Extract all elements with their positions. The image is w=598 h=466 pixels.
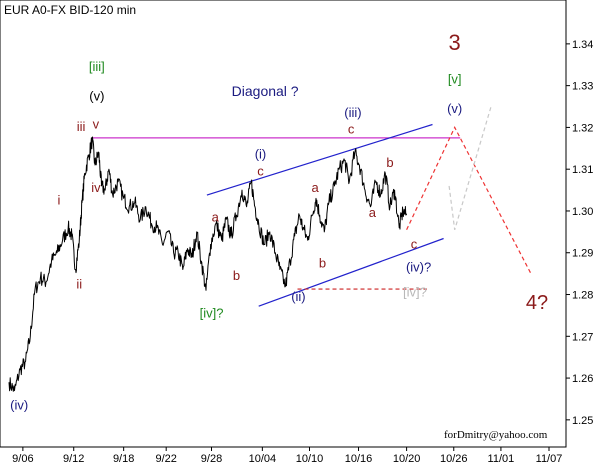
wave-label: a bbox=[369, 205, 377, 220]
y-tick-label: 1.32 bbox=[572, 122, 593, 134]
wave-label: b bbox=[319, 255, 326, 270]
wave-label: c bbox=[411, 237, 418, 252]
wave-label: a bbox=[212, 209, 220, 224]
wave-label: iv bbox=[91, 180, 101, 195]
y-tick-label: 1.28 bbox=[572, 290, 593, 302]
y-tick-label: 1.26 bbox=[572, 373, 593, 385]
wave-label: [iii] bbox=[89, 59, 105, 74]
trend-line bbox=[206, 123, 433, 196]
y-tick-label: 1.34 bbox=[572, 39, 593, 51]
x-tick-label: 11/01 bbox=[488, 453, 515, 465]
x-tick-label: 9/12 bbox=[63, 453, 84, 465]
wave-label: ii bbox=[76, 276, 82, 291]
wave-label: (v) bbox=[447, 101, 462, 116]
wave-label: c bbox=[257, 163, 264, 178]
y-tick-label: 1.33 bbox=[572, 81, 593, 93]
projection-line bbox=[406, 126, 532, 274]
wave-label: (ii) bbox=[291, 289, 305, 304]
wave-labels: (iv)iii[iii](v)iii vivab[iv]?(i)cDiagonal… bbox=[10, 30, 548, 412]
wave-label: a bbox=[311, 180, 319, 195]
x-tick-label: 9/06 bbox=[12, 453, 33, 465]
wave-label: iii bbox=[77, 119, 86, 134]
wave-label: Diagonal ? bbox=[232, 83, 299, 99]
wave-label: b bbox=[386, 155, 393, 170]
y-tick-label: 1.25 bbox=[572, 415, 593, 427]
wave-label: c bbox=[348, 122, 355, 137]
wave-label: (v) bbox=[89, 88, 104, 103]
price-line bbox=[8, 136, 408, 392]
wave-label: 3 bbox=[449, 30, 461, 55]
axes-frame bbox=[0, 0, 567, 448]
x-axis: 9/06 9/12 9/18 9/22 9/28 10/04 10/10 10/16 10/20… bbox=[12, 447, 562, 465]
trend-line bbox=[258, 237, 444, 307]
x-tick-label: 10/26 bbox=[440, 453, 468, 465]
wave-label: [v] bbox=[448, 72, 462, 87]
wave-label: (iii) bbox=[344, 105, 361, 120]
wave-label: i bbox=[57, 193, 60, 208]
wave-label: v bbox=[93, 116, 100, 131]
wave-label: (i) bbox=[255, 147, 267, 162]
y-axis: 1.25 1.26 1.27 1.28 1.29 1.30 1.31 1.32 1.33 1.34 bbox=[566, 39, 593, 427]
x-tick-label: 9/22 bbox=[155, 453, 176, 465]
wave-label: (iv) bbox=[10, 397, 28, 412]
x-tick-label: 9/18 bbox=[113, 453, 134, 465]
x-tick-label: 10/20 bbox=[393, 453, 421, 465]
x-tick-label: 10/10 bbox=[296, 453, 324, 465]
wave-label: [iv]? bbox=[403, 285, 427, 300]
wave-label: (iv)? bbox=[406, 260, 431, 275]
y-tick-label: 1.27 bbox=[572, 331, 593, 343]
y-tick-label: 1.30 bbox=[572, 206, 593, 218]
x-tick-label: 10/04 bbox=[249, 453, 277, 465]
wave-label: 4? bbox=[526, 292, 548, 314]
chart-title: EUR A0-FX BID-120 min bbox=[4, 3, 136, 17]
projection-line bbox=[448, 104, 493, 230]
y-tick-label: 1.29 bbox=[572, 248, 593, 260]
x-tick-label: 11/07 bbox=[536, 453, 563, 465]
plot-area-border bbox=[0, 0, 567, 448]
price-series bbox=[8, 136, 408, 392]
credit-text: forDmitry@yahoo.com bbox=[444, 429, 548, 441]
x-tick-label: 9/28 bbox=[201, 453, 222, 465]
annotation-lines bbox=[92, 104, 532, 307]
y-tick-label: 1.31 bbox=[572, 164, 593, 176]
wave-label: [iv]? bbox=[200, 305, 224, 320]
wave-label: b bbox=[233, 268, 240, 283]
x-tick-label: 10/16 bbox=[345, 453, 373, 465]
